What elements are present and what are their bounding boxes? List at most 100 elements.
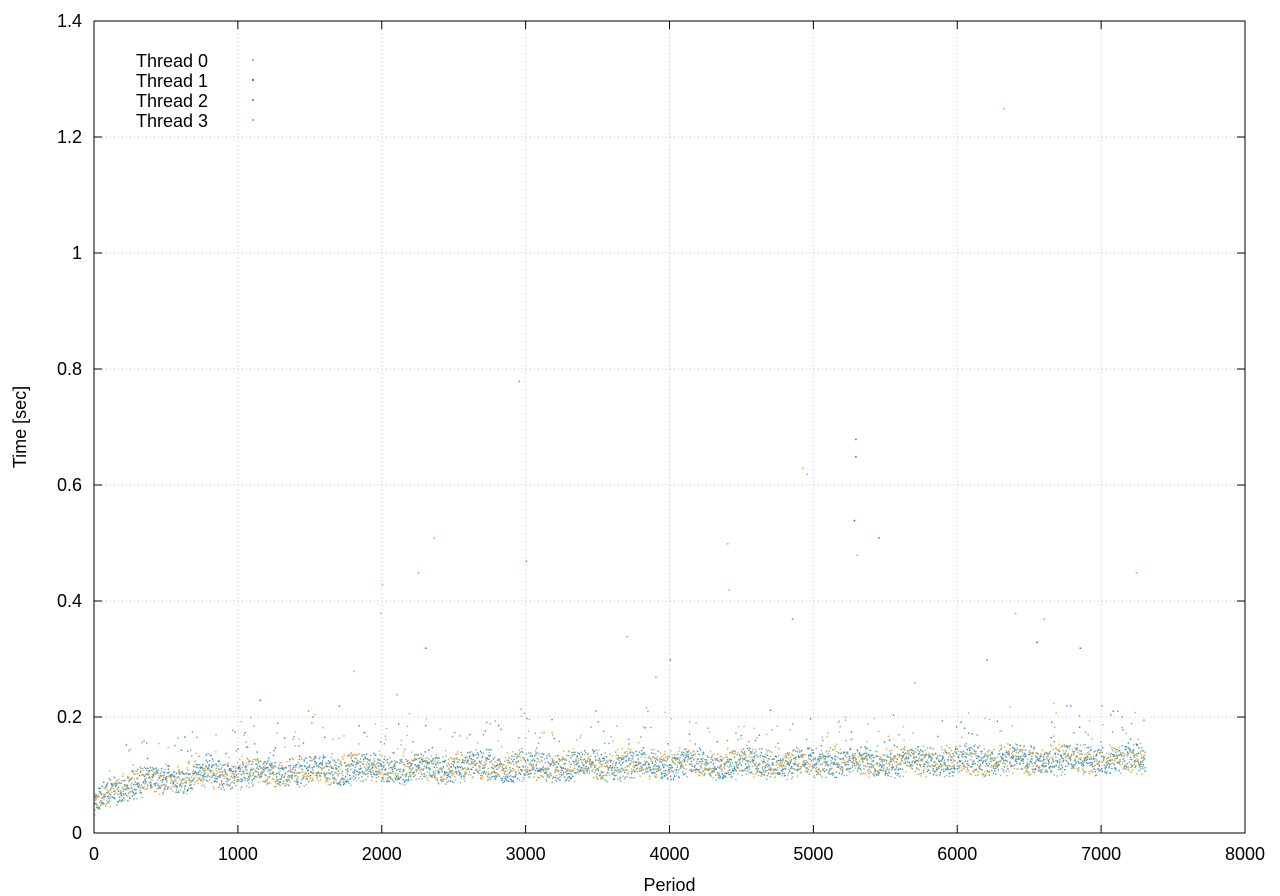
data-point — [650, 772, 653, 774]
data-point — [858, 767, 860, 769]
data-point — [979, 768, 982, 770]
data-point — [843, 752, 845, 755]
data-point — [454, 768, 457, 770]
data-point — [984, 760, 987, 762]
data-point — [546, 774, 548, 776]
data-point — [727, 759, 729, 761]
data-point — [380, 763, 383, 765]
data-point — [545, 780, 548, 782]
data-point — [895, 767, 898, 769]
data-point — [480, 760, 483, 762]
data-point — [1008, 770, 1011, 773]
data-point — [737, 725, 740, 728]
data-point — [435, 764, 437, 766]
data-point — [839, 725, 841, 728]
data-point — [320, 767, 322, 769]
data-point — [546, 757, 548, 759]
data-point — [1031, 768, 1034, 771]
data-point — [350, 763, 352, 765]
data-point — [588, 757, 590, 760]
data-point — [141, 741, 143, 744]
data-point — [813, 758, 816, 761]
data-point — [717, 766, 719, 768]
data-point — [262, 763, 264, 765]
data-point — [289, 768, 292, 771]
data-point — [985, 755, 988, 757]
data-point — [760, 775, 762, 777]
data-point — [173, 781, 175, 783]
data-point — [155, 782, 158, 784]
data-point — [558, 760, 561, 762]
data-point — [178, 769, 180, 771]
data-point — [1055, 765, 1058, 767]
data-point — [466, 769, 468, 771]
data-point — [296, 763, 298, 766]
data-point — [632, 761, 635, 763]
data-point — [125, 786, 127, 788]
data-point — [961, 751, 963, 753]
data-point — [640, 753, 643, 755]
data-point — [314, 774, 316, 777]
data-point — [1106, 764, 1108, 766]
data-point — [294, 764, 297, 767]
data-point — [349, 778, 351, 780]
data-point — [579, 737, 581, 739]
data-point — [1021, 759, 1024, 761]
data-point — [762, 762, 764, 764]
data-point — [637, 753, 639, 756]
data-point — [499, 777, 502, 780]
data-point — [441, 778, 444, 781]
data-point — [1012, 765, 1015, 767]
data-point — [1112, 753, 1114, 756]
data-point — [300, 782, 302, 784]
data-point — [140, 784, 143, 786]
data-point — [905, 771, 907, 773]
data-point — [491, 776, 493, 778]
data-point — [493, 764, 495, 767]
data-point — [437, 759, 440, 762]
data-point — [715, 779, 718, 781]
data-point — [611, 767, 614, 769]
data-point — [816, 766, 818, 768]
data-point — [807, 748, 809, 750]
data-point — [775, 760, 778, 763]
data-point — [123, 799, 126, 801]
data-point — [1061, 757, 1063, 759]
data-point — [1070, 755, 1073, 757]
data-point — [163, 788, 166, 791]
data-point — [892, 766, 895, 769]
data-point — [497, 759, 499, 761]
data-point — [317, 766, 320, 768]
data-point — [279, 762, 282, 764]
data-point — [239, 758, 241, 761]
data-point — [554, 771, 556, 774]
data-point — [649, 768, 651, 770]
data-point — [170, 788, 172, 790]
data-point — [867, 769, 869, 772]
data-point — [1024, 755, 1026, 758]
data-point — [213, 788, 215, 790]
data-point — [205, 754, 207, 756]
data-point — [710, 761, 712, 763]
data-point — [830, 773, 833, 775]
data-point — [689, 721, 691, 723]
data-point — [122, 790, 124, 792]
data-point — [930, 747, 932, 750]
data-point — [108, 793, 111, 795]
data-point — [918, 751, 921, 753]
data-point — [940, 754, 942, 757]
data-point — [895, 761, 898, 763]
data-point — [451, 735, 454, 738]
data-point — [437, 757, 439, 760]
data-point — [189, 787, 192, 789]
data-point — [175, 785, 177, 787]
data-point — [149, 787, 152, 790]
data-point — [504, 773, 506, 775]
data-point — [861, 758, 863, 760]
data-point — [355, 758, 357, 760]
data-point — [829, 773, 831, 775]
data-point — [112, 784, 114, 787]
data-point — [587, 756, 590, 758]
data-point — [470, 757, 472, 760]
data-point — [758, 734, 761, 736]
